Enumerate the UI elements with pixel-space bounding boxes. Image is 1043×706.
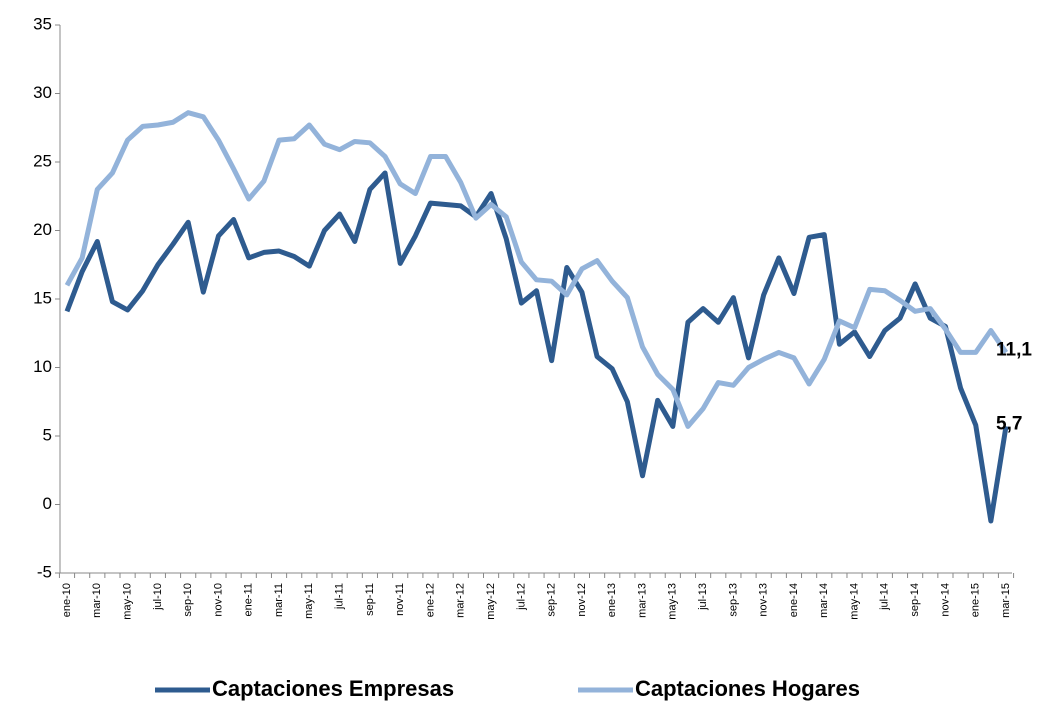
x-tick-label: may-14 (848, 583, 860, 620)
x-tick-label: sep-14 (909, 583, 921, 617)
x-tick-label: may-11 (303, 583, 315, 619)
legend-label: Captaciones Hogares (635, 676, 860, 701)
value-label: 11,1 (996, 339, 1032, 360)
x-tick-label: mar-15 (1000, 583, 1012, 618)
y-tick-label: 15 (33, 288, 52, 307)
x-tick-label: nov-10 (212, 583, 224, 617)
line-series (64, 110, 1009, 429)
x-tick-label: nov-12 (576, 583, 588, 617)
x-tick-label: nov-11 (394, 583, 406, 616)
x-tick-label: sep-11 (364, 583, 376, 616)
x-tick-label: jul-13 (697, 583, 709, 611)
x-tick-label: may-13 (667, 583, 679, 620)
line-series (64, 170, 1009, 524)
x-tick-label: jul-12 (515, 583, 527, 611)
x-tick-label: ene-12 (424, 583, 436, 617)
x-tick-label: sep-10 (182, 583, 194, 617)
y-tick-label: 25 (33, 151, 52, 170)
y-tick-label: 35 (33, 14, 52, 33)
x-tick-label: mar-12 (455, 583, 467, 618)
x-tick-label: sep-13 (727, 583, 739, 617)
y-tick-label: 20 (33, 220, 52, 239)
x-tick-label: jul-11 (334, 583, 346, 610)
y-tick-label: -5 (37, 562, 52, 581)
x-tick-label: mar-10 (91, 583, 103, 618)
x-tick-label: ene-13 (606, 583, 618, 617)
x-tick-label: sep-12 (546, 583, 558, 617)
x-tick-label: nov-13 (758, 583, 770, 617)
y-tick-label: 5 (43, 425, 52, 444)
x-tick-label: jul-14 (879, 583, 891, 611)
x-tick-label: nov-14 (939, 583, 951, 617)
x-tick-label: ene-11 (243, 583, 255, 616)
x-tick-label: ene-15 (970, 583, 982, 617)
value-label: 5,7 (996, 413, 1022, 434)
x-tick-label: jul-10 (152, 583, 164, 611)
x-tick-label: ene-10 (61, 583, 73, 617)
x-tick-label: mar-11 (273, 583, 285, 617)
x-tick-label: ene-14 (788, 583, 800, 617)
x-tick-label: mar-13 (636, 583, 648, 618)
y-tick-label: 0 (43, 494, 52, 513)
x-tick-label: mar-14 (818, 583, 830, 618)
x-tick-label: may-12 (485, 583, 497, 620)
x-tick-label: may-10 (121, 583, 133, 620)
y-tick-label: 30 (33, 83, 52, 102)
y-tick-label: 10 (33, 357, 52, 376)
legend-label: Captaciones Empresas (212, 676, 454, 701)
